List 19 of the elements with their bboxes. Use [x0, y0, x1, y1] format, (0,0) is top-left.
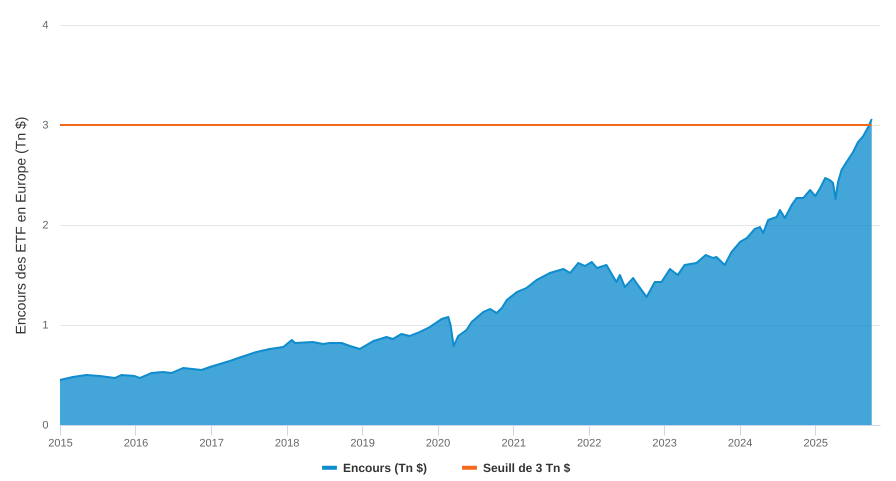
- y-tick-label: 0: [42, 420, 48, 432]
- x-tick-label: 2022: [576, 438, 602, 450]
- x-tick-label: 2015: [48, 438, 73, 450]
- y-axis-title: Encours des ETF en Europe (Tn $): [12, 116, 28, 334]
- x-tick-label: 2016: [124, 438, 148, 450]
- y-tick-label: 4: [42, 20, 48, 32]
- legend-label: Seuill de 3 Tn $: [483, 460, 571, 475]
- x-tick-label: 2024: [728, 438, 752, 450]
- y-tick-label: 3: [42, 120, 48, 132]
- x-tick-label: 2025: [804, 438, 828, 450]
- x-tick-label: 2020: [426, 438, 450, 450]
- y-tick-label: 2: [42, 220, 48, 232]
- x-tick-label: 2021: [501, 438, 526, 450]
- x-tick-label: 2017: [199, 438, 224, 450]
- x-tick-label: 2023: [652, 438, 677, 450]
- y-tick-label: 1: [42, 320, 48, 332]
- x-tick-label: 2019: [350, 438, 375, 450]
- x-tick-label: 2018: [274, 438, 300, 450]
- legend-label: Encours (Tn $): [343, 460, 428, 475]
